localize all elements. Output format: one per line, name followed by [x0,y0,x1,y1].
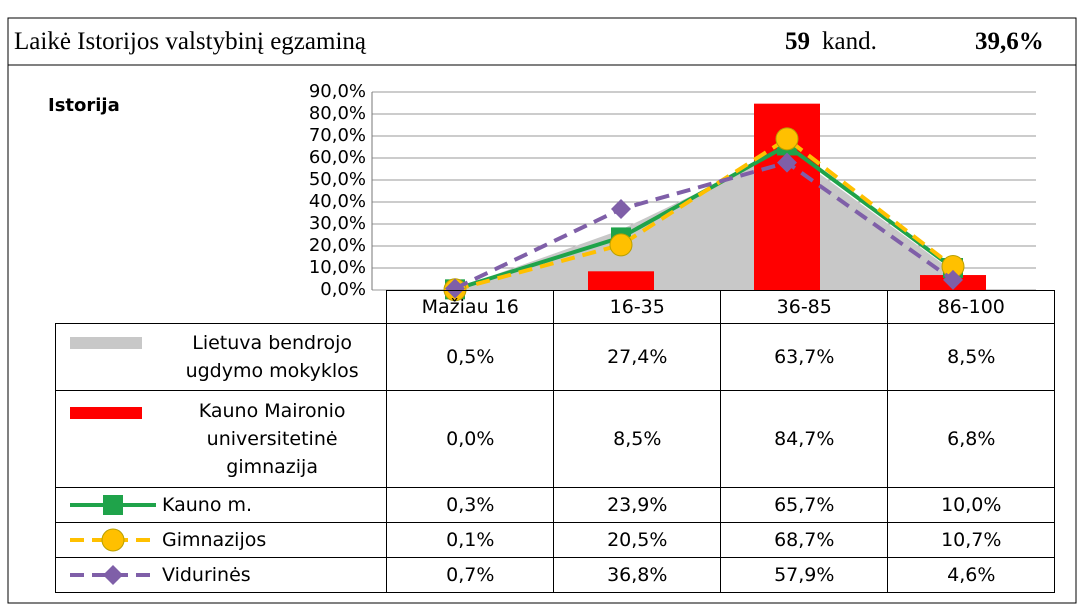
category-label: 36-85 [720,290,889,324]
value-cell: 23,9% [553,487,722,523]
series-cell: Kauno m. [54,487,388,523]
value-cell: 6,8% [887,390,1056,488]
data-table: Mažiau 16 16-35 36-85 86-100 Lietuva bendroj… [54,290,1056,593]
y-tick-label: 10,0% [309,257,366,278]
y-tick-label: 50,0% [309,169,366,190]
legend-entry: Gimnazijos [56,526,386,554]
value-cell: 65,7% [720,487,889,523]
value-cell: 68,7% [720,522,889,558]
series-row: Kauno Maironio universitetinė gimnazija 0… [54,390,1056,488]
chart-title: Istorija [48,95,120,116]
header-percent: 39,6% [975,28,1044,55]
corner-cell [55,290,388,324]
legend-key [70,337,142,349]
marker [775,127,799,151]
series-row: Vidurinės 0,7% 36,8% 57,9% 4,6% [54,557,1056,593]
series-cell: Kauno Maironio universitetinė gimnazija [54,390,388,488]
y-tick-label: 60,0% [309,147,366,168]
value-cell: 0,7% [386,557,555,593]
header-count: 59 [785,28,810,55]
series-cell: Lietuva bendrojo ugdymo mokyklos [54,323,388,391]
value-cell: 10,7% [887,522,1056,558]
marker [103,495,123,515]
value-cell: 84,7% [720,390,889,488]
marker [943,269,963,290]
value-cell: 8,5% [887,323,1056,391]
legend-key [70,565,156,585]
value-cell: 8,5% [553,390,722,488]
header-unit: kand. [822,28,877,55]
series-name: Lietuva bendrojo ugdymo mokyklos [185,332,359,382]
series-cell: Vidurinės [54,557,388,593]
legend-entry: Kauno Maironio universitetinė gimnazija [56,397,386,481]
value-cell: 0,3% [386,487,555,523]
legend-swatch [70,407,142,419]
value-cell: 36,8% [553,557,722,593]
series-row: Lietuva bendrojo ugdymo mokyklos 0,5% 27,4… [54,323,1056,391]
value-cell: 0,0% [386,390,555,488]
header-text: Laikė Istorijos valstybinį egzaminą [14,28,366,55]
category-label: 86-100 [887,290,1056,324]
legend-entry: Kauno m. [56,491,386,519]
series-cell: Gimnazijos [54,522,388,558]
marker [609,233,633,257]
legend-key [70,528,156,552]
series-name: Vidurinės [162,564,251,586]
marker [777,152,797,173]
series-name: Kauno Maironio universitetinė gimnazija [198,400,346,478]
marker [101,528,125,552]
category-label: Mažiau 16 [386,290,555,324]
value-cell: 0,1% [386,522,555,558]
series-name: Kauno m. [162,494,253,516]
series-row: Gimnazijos 0,1% 20,5% 68,7% 10,7% [54,522,1056,558]
legend-key [70,407,142,419]
legend-key [70,495,156,515]
value-cell: 0,5% [386,323,555,391]
header-row: Mažiau 16 16-35 36-85 86-100 [55,290,1056,324]
y-tick-label: 40,0% [309,191,366,212]
y-tick-label: 90,0% [309,81,366,102]
series-row: Kauno m. 0,3% 23,9% 65,7% 10,0% [54,487,1056,523]
marker [103,565,123,585]
line [454,160,955,291]
line [454,136,955,292]
category-label: 16-35 [553,290,722,324]
legend-entry: Vidurinės [56,561,386,589]
value-cell: 27,4% [553,323,722,391]
y-tick-label: 80,0% [309,103,366,124]
legend-entry: Lietuva bendrojo ugdymo mokyklos [56,329,386,385]
bar [588,271,654,290]
value-cell: 4,6% [887,557,1056,593]
y-tick-label: 20,0% [309,235,366,256]
legend-swatch [70,337,142,349]
value-cell: 63,7% [720,323,889,391]
series-name: Gimnazijos [162,529,267,551]
y-tick-label: 30,0% [309,213,366,234]
value-cell: 20,5% [553,522,722,558]
value-cell: 57,9% [720,557,889,593]
frame [7,17,1077,604]
area [455,149,953,290]
value-cell: 10,0% [887,487,1056,523]
marker [611,199,631,220]
y-tick-label: 70,0% [309,125,366,146]
